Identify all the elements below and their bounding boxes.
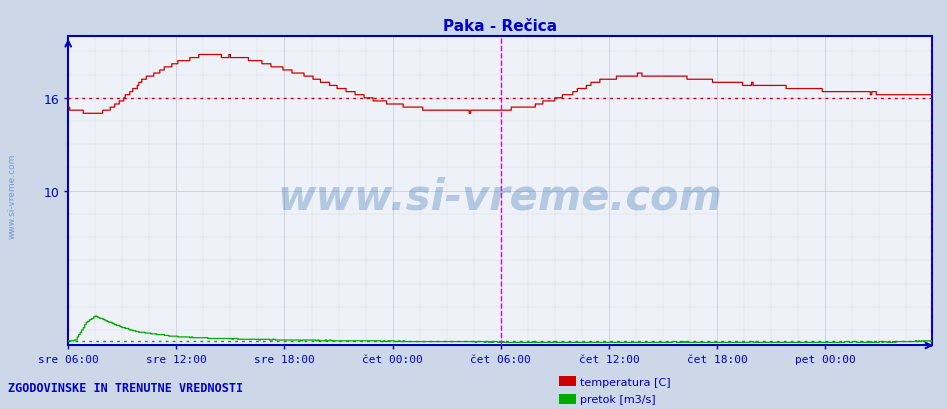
Text: www.si-vreme.com: www.si-vreme.com [277,176,723,218]
Title: Paka - Rečica: Paka - Rečica [443,19,557,34]
Text: ZGODOVINSKE IN TRENUTNE VREDNOSTI: ZGODOVINSKE IN TRENUTNE VREDNOSTI [8,381,242,393]
Text: pretok [m3/s]: pretok [m3/s] [580,394,655,404]
Text: www.si-vreme.com: www.si-vreme.com [8,154,17,239]
Text: temperatura [C]: temperatura [C] [580,377,670,387]
